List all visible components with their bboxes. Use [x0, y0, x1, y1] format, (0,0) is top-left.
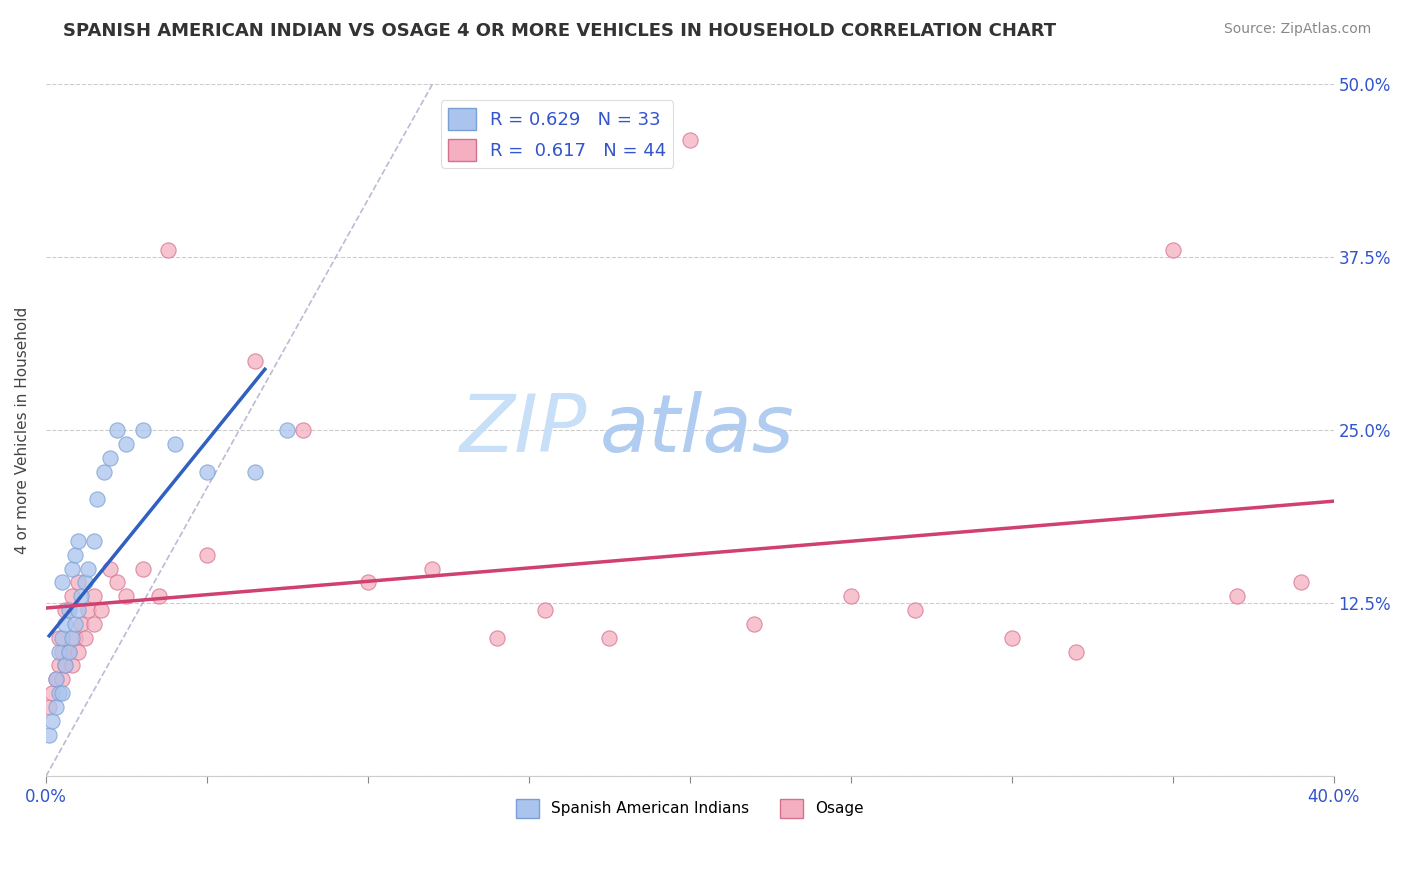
Text: SPANISH AMERICAN INDIAN VS OSAGE 4 OR MORE VEHICLES IN HOUSEHOLD CORRELATION CHA: SPANISH AMERICAN INDIAN VS OSAGE 4 OR MO… — [63, 22, 1056, 40]
Point — [98, 562, 121, 576]
Point — [67, 533, 90, 548]
Point — [38, 700, 60, 714]
Point — [45, 673, 67, 687]
Point — [276, 423, 298, 437]
Legend: Spanish American Indians, Osage: Spanish American Indians, Osage — [510, 793, 870, 824]
Point — [98, 450, 121, 465]
Point — [63, 548, 86, 562]
Point — [598, 631, 620, 645]
Point — [163, 437, 186, 451]
Point — [48, 631, 70, 645]
Point — [195, 548, 218, 562]
Point — [1226, 590, 1249, 604]
Point — [51, 631, 73, 645]
Point — [534, 603, 557, 617]
Point — [1064, 645, 1087, 659]
Point — [115, 590, 138, 604]
Text: ZIP: ZIP — [460, 392, 586, 469]
Point — [45, 700, 67, 714]
Point — [105, 423, 128, 437]
Point — [60, 562, 83, 576]
Point — [679, 133, 702, 147]
Point — [245, 354, 267, 368]
Point — [41, 714, 63, 728]
Point — [73, 631, 96, 645]
Point — [357, 575, 380, 590]
Point — [76, 603, 98, 617]
Point — [60, 631, 83, 645]
Point — [90, 603, 112, 617]
Text: atlas: atlas — [599, 392, 794, 469]
Point — [1161, 244, 1184, 258]
Point — [41, 686, 63, 700]
Point — [83, 533, 105, 548]
Point — [195, 465, 218, 479]
Point — [67, 603, 90, 617]
Point — [148, 590, 170, 604]
Point — [53, 658, 76, 673]
Point — [51, 686, 73, 700]
Point — [58, 603, 80, 617]
Point — [157, 244, 180, 258]
Point — [73, 575, 96, 590]
Point — [292, 423, 315, 437]
Point — [67, 645, 90, 659]
Point — [51, 645, 73, 659]
Point — [245, 465, 267, 479]
Point — [67, 575, 90, 590]
Point — [485, 631, 508, 645]
Point — [1291, 575, 1313, 590]
Point — [58, 645, 80, 659]
Point — [904, 603, 927, 617]
Point — [742, 617, 765, 632]
Point — [38, 728, 60, 742]
Point — [1001, 631, 1024, 645]
Point — [51, 673, 73, 687]
Point — [86, 492, 108, 507]
Point — [420, 562, 443, 576]
Text: Source: ZipAtlas.com: Source: ZipAtlas.com — [1223, 22, 1371, 37]
Point — [63, 617, 86, 632]
Point — [93, 465, 115, 479]
Point — [60, 658, 83, 673]
Point — [51, 575, 73, 590]
Point — [105, 575, 128, 590]
Point — [83, 590, 105, 604]
Point — [53, 603, 76, 617]
Point — [53, 658, 76, 673]
Y-axis label: 4 or more Vehicles in Household: 4 or more Vehicles in Household — [15, 307, 30, 554]
Point — [70, 617, 93, 632]
Point — [45, 673, 67, 687]
Point — [60, 590, 83, 604]
Point — [48, 645, 70, 659]
Point — [131, 562, 153, 576]
Point — [70, 590, 93, 604]
Point — [115, 437, 138, 451]
Point — [63, 631, 86, 645]
Point — [76, 562, 98, 576]
Point — [83, 617, 105, 632]
Point — [48, 686, 70, 700]
Point — [58, 645, 80, 659]
Point — [53, 617, 76, 632]
Point — [839, 590, 862, 604]
Point — [48, 658, 70, 673]
Point — [131, 423, 153, 437]
